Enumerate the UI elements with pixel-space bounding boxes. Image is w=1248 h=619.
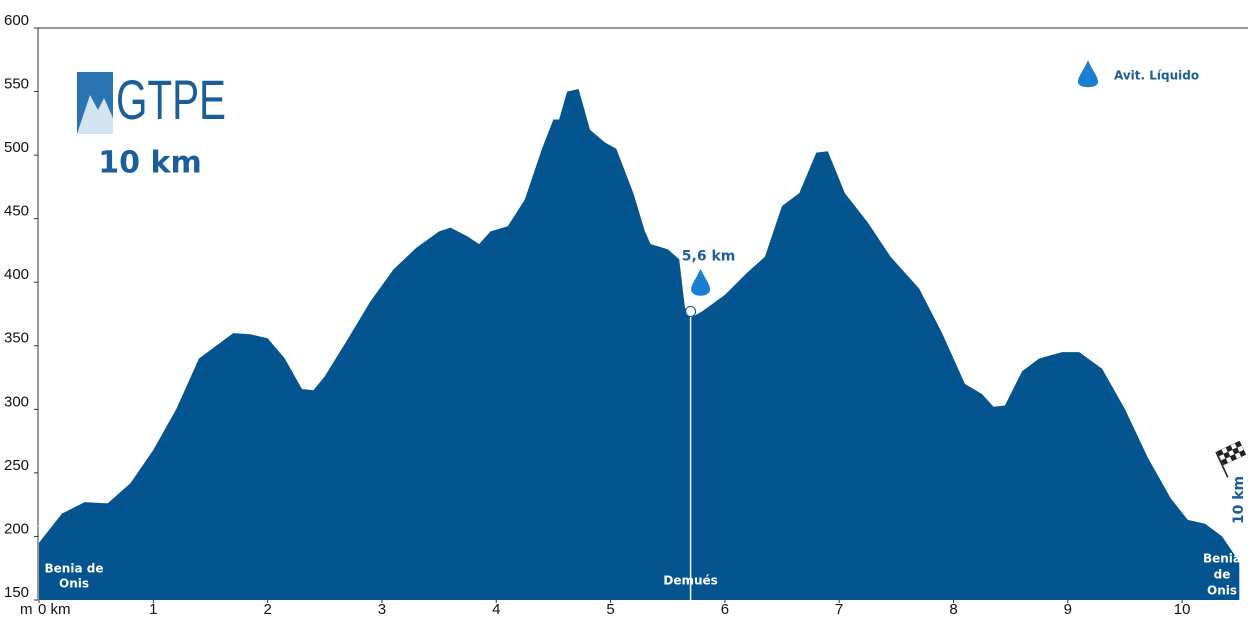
flag-pole bbox=[1215, 451, 1229, 478]
y-tick-label: 200 bbox=[4, 520, 29, 537]
x-tick-label: 5 bbox=[606, 601, 614, 618]
start-place-label: Benia de bbox=[45, 562, 104, 576]
end-place-label: de bbox=[1214, 568, 1231, 582]
logo-mountain bbox=[77, 95, 113, 134]
x-tick-label: 8 bbox=[949, 601, 957, 618]
x-tick-label: 1 bbox=[149, 601, 157, 618]
x-tick-label: 9 bbox=[1064, 601, 1072, 618]
x-tick-label: 10 bbox=[1174, 601, 1191, 618]
y-tick-label: 400 bbox=[4, 266, 29, 283]
logo-text: GTPE bbox=[116, 68, 226, 131]
distance-title: 10 km bbox=[98, 146, 201, 181]
start-place-label: Onis bbox=[59, 577, 89, 591]
legend-label: Avit. Líquido bbox=[1114, 69, 1199, 83]
x-tick-label: 0 km bbox=[38, 601, 71, 618]
middle-place-label: Demués bbox=[663, 574, 717, 588]
elevation-area bbox=[39, 89, 1240, 600]
y-tick-label: 150 bbox=[4, 584, 29, 601]
finish-flag bbox=[1215, 440, 1247, 478]
x-tick-label: 6 bbox=[721, 601, 729, 618]
x-tick-label: 7 bbox=[835, 601, 843, 618]
x-tick-label: 4 bbox=[492, 601, 500, 618]
water-stop-label: 5,6 km bbox=[682, 248, 736, 264]
legend-drop bbox=[1078, 60, 1098, 88]
y-tick-label: 300 bbox=[4, 393, 29, 410]
y-tick-label: 600 bbox=[4, 12, 29, 29]
water-stop-drop bbox=[690, 266, 712, 297]
end-place-label: Benia bbox=[1203, 552, 1241, 566]
y-axis-label: m bbox=[20, 601, 33, 618]
y-tick-label: 500 bbox=[4, 139, 29, 156]
finish-tag: 10 km bbox=[1231, 476, 1247, 524]
y-tick-label: 450 bbox=[4, 203, 29, 220]
water-stop-point bbox=[685, 305, 697, 317]
flag-cell bbox=[1239, 449, 1247, 457]
x-tick-label: 3 bbox=[378, 601, 386, 618]
y-tick-label: 250 bbox=[4, 457, 29, 474]
logo: GTPE bbox=[77, 68, 226, 134]
end-place-label: Onis bbox=[1207, 584, 1237, 598]
x-tick-label: 2 bbox=[263, 601, 271, 618]
y-tick-label: 550 bbox=[4, 76, 29, 93]
y-tick-label: 350 bbox=[4, 330, 29, 347]
